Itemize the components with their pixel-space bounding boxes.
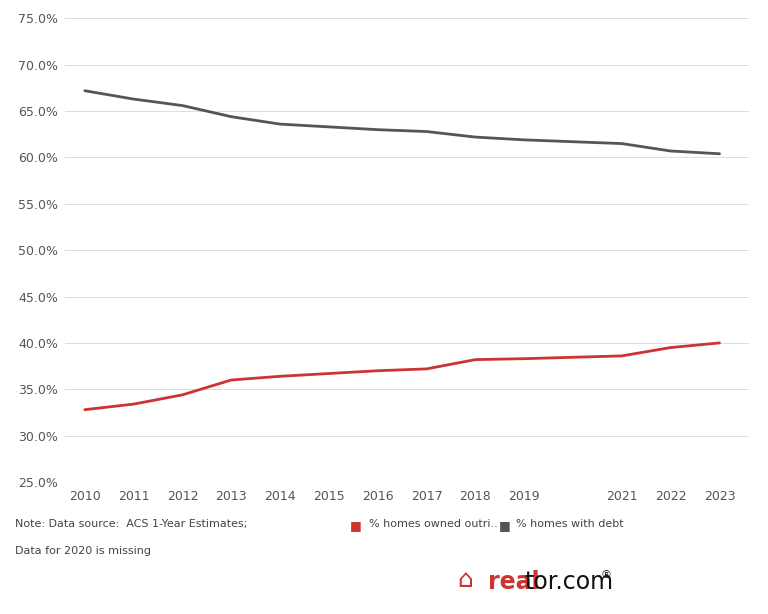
Text: tor.com: tor.com	[525, 570, 614, 594]
Text: ■: ■	[349, 519, 361, 532]
Text: % homes with debt: % homes with debt	[516, 519, 624, 529]
Text: ⌂: ⌂	[457, 568, 473, 592]
Text: ®: ®	[601, 570, 611, 580]
Text: % homes owned outri..: % homes owned outri..	[369, 519, 498, 529]
Text: Note: Data source:  ACS 1-Year Estimates;: Note: Data source: ACS 1-Year Estimates;	[15, 519, 248, 529]
Text: Data for 2020 is missing: Data for 2020 is missing	[15, 546, 151, 556]
Text: ■: ■	[499, 519, 511, 532]
Text: real: real	[488, 570, 539, 594]
